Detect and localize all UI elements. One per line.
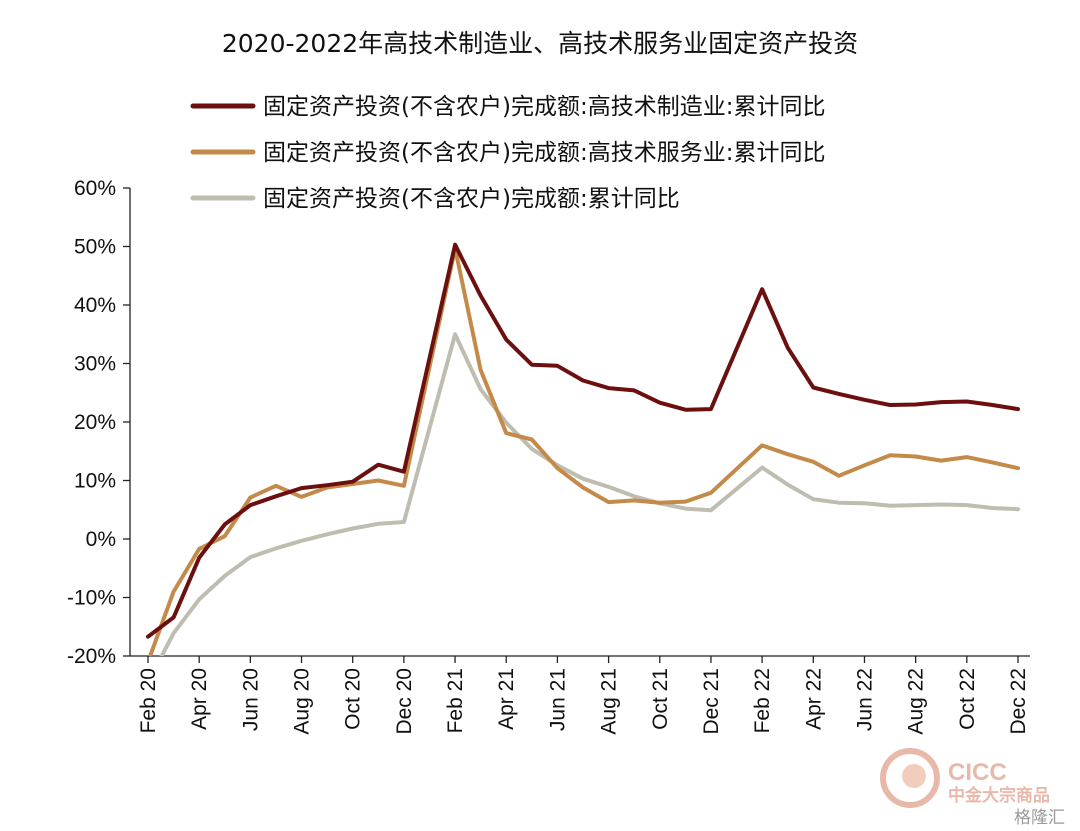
x-tick-label: Feb 22: [751, 668, 774, 733]
x-tick-label: Apr 21: [495, 668, 518, 730]
y-tick-label: -20%: [67, 645, 116, 668]
plot-lines: [146, 242, 1020, 656]
y-tick-label: 50%: [74, 236, 116, 259]
legend-label-3: 固定资产投资(不含农户)完成额:累计同比: [263, 186, 680, 212]
y-tick-label: 30%: [74, 353, 116, 376]
x-tick-label: Aug 22: [905, 668, 928, 735]
legend-label-1: 固定资产投资(不含农户)完成额:高技术制造业:累计同比: [263, 94, 825, 120]
watermark: CICC 中金大宗商品 格隆汇: [880, 748, 1065, 828]
x-tick-label: Oct 21: [649, 668, 672, 730]
x-tick-label: Jun 20: [239, 668, 262, 731]
x-tick-label: Apr 20: [188, 668, 211, 730]
x-tick-label: Oct 20: [342, 668, 365, 730]
x-tick-label: Feb 21: [444, 668, 467, 733]
y-tick-label: 40%: [74, 294, 116, 317]
x-tick-label: Dec 21: [700, 668, 723, 735]
x-tick-label: Dec 20: [393, 668, 416, 735]
legend: 固定资产投资(不含农户)完成额:高技术制造业:累计同比固定资产投资(不含农户)完…: [190, 94, 825, 212]
y-ticks: 60% 50% 40% 30% 20% 10% 0% -10% -20%: [67, 177, 130, 668]
y-tick-label: -10%: [67, 587, 116, 610]
x-ticks: Feb 20 Apr 20 Jun 20 Aug 20 Oct 20 Dec 20 Feb …: [137, 656, 1030, 735]
y-tick-label: 10%: [74, 470, 116, 493]
y-tick-label: 20%: [74, 411, 116, 434]
y-tick-label: 60%: [74, 177, 116, 200]
axes: 60% 50% 40% 30% 20% 10% 0% -10% -20% Feb 20 Apr 2…: [67, 177, 1030, 735]
cicc-logo-icon: [880, 748, 940, 808]
x-tick-label: Dec 22: [1007, 668, 1030, 735]
watermark-brand-cn: 中金大宗商品: [948, 785, 1050, 806]
x-tick-label: Aug 20: [291, 668, 314, 735]
x-tick-label: Jun 21: [546, 668, 569, 731]
watermark-platform: 格隆汇: [1014, 808, 1065, 828]
x-tick-label: Feb 20: [137, 668, 160, 733]
cicc-logo-inner: [902, 764, 926, 788]
series-line-1: [146, 242, 1020, 639]
x-tick-label: Oct 22: [956, 668, 979, 730]
chart-title: 2020-2022年高技术制造业、高技术服务业固定资产投资: [222, 29, 858, 58]
x-tick-label: Apr 22: [802, 668, 825, 730]
x-tick-label: Aug 21: [598, 668, 621, 735]
x-tick-label: Jun 22: [853, 668, 876, 731]
y-tick-label: 0%: [86, 528, 116, 551]
series-line-2: [148, 246, 1020, 656]
watermark-brand-en: CICC: [948, 759, 1007, 786]
legend-label-2: 固定资产投资(不含农户)完成额:高技术服务业:累计同比: [263, 140, 825, 166]
series-line-3: [159, 332, 1020, 656]
